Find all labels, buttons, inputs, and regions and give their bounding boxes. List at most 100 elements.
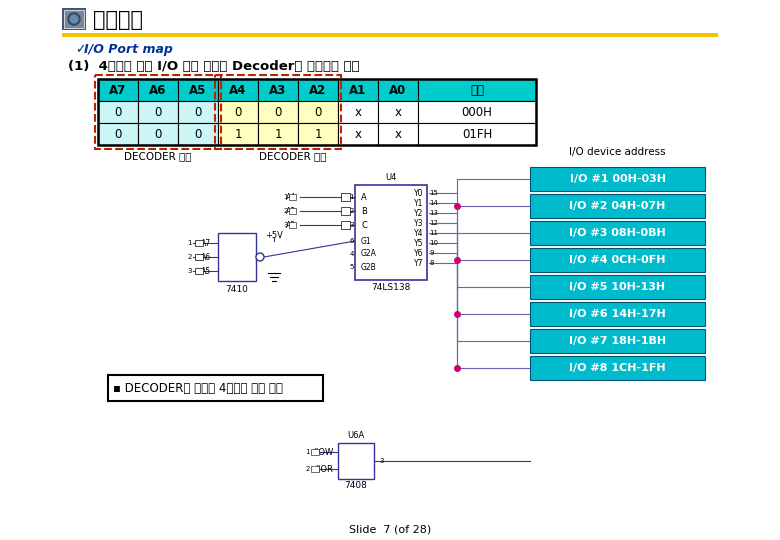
Bar <box>418 79 536 101</box>
Text: C: C <box>361 220 367 230</box>
Text: 0: 0 <box>154 127 161 140</box>
Text: Y7: Y7 <box>413 259 423 267</box>
Bar <box>195 254 203 260</box>
Bar <box>258 123 298 145</box>
Bar <box>355 185 427 280</box>
Circle shape <box>68 13 80 25</box>
Text: A6: A6 <box>149 84 167 97</box>
Text: 15: 15 <box>429 190 438 196</box>
Text: A5: A5 <box>190 84 207 97</box>
Text: 1: 1 <box>275 127 282 140</box>
Text: DECODER 입력: DECODER 입력 <box>259 151 327 161</box>
Bar <box>530 194 705 218</box>
Text: I/O #3 08H-0BH: I/O #3 08H-0BH <box>569 228 666 238</box>
Text: 74LS138: 74LS138 <box>371 284 411 293</box>
Text: x: x <box>395 127 402 140</box>
Text: G1: G1 <box>361 237 371 246</box>
Bar <box>138 79 178 101</box>
Bar <box>138 123 178 145</box>
Circle shape <box>256 253 264 261</box>
Bar <box>338 79 378 101</box>
Bar <box>311 449 319 455</box>
Text: A4: A4 <box>229 84 246 97</box>
Bar <box>195 240 203 246</box>
Text: x: x <box>354 105 361 118</box>
Bar <box>178 101 218 123</box>
Text: A: A <box>361 192 367 201</box>
Bar <box>64 10 84 28</box>
Text: x: x <box>395 105 402 118</box>
Text: 10: 10 <box>429 240 438 246</box>
Text: Y6: Y6 <box>413 248 423 258</box>
Text: A4: A4 <box>286 192 296 201</box>
Bar <box>338 123 378 145</box>
Bar <box>289 222 296 228</box>
Bar <box>289 194 296 200</box>
Text: 5: 5 <box>349 264 354 270</box>
Text: 2: 2 <box>188 254 192 260</box>
Bar <box>178 79 218 101</box>
Text: I/O Port map: I/O Port map <box>84 44 173 57</box>
Bar <box>530 221 705 245</box>
Text: /IOR: /IOR <box>315 464 333 474</box>
Bar <box>530 302 705 326</box>
Text: x: x <box>354 127 361 140</box>
Text: 0: 0 <box>314 105 321 118</box>
Text: 1: 1 <box>314 127 321 140</box>
Bar <box>530 329 705 353</box>
Bar <box>218 233 256 281</box>
Bar <box>378 101 418 123</box>
Text: Y5: Y5 <box>413 239 423 247</box>
Bar <box>378 79 418 101</box>
Text: 2: 2 <box>306 466 310 472</box>
Text: /IOW: /IOW <box>313 448 333 456</box>
Text: 1: 1 <box>349 194 354 200</box>
Text: 3: 3 <box>187 268 192 274</box>
Bar <box>98 79 536 145</box>
Bar <box>98 101 138 123</box>
Text: 3: 3 <box>379 458 384 464</box>
Bar <box>378 123 418 145</box>
Text: A2: A2 <box>286 220 296 230</box>
Text: G2A: G2A <box>361 249 377 259</box>
Text: I/O #8 1CH-1FH: I/O #8 1CH-1FH <box>569 363 666 373</box>
Bar <box>98 79 138 101</box>
Text: 0: 0 <box>194 105 202 118</box>
Text: ▪ DECODER를 이용한 4바이트 단위 분할: ▪ DECODER를 이용한 4바이트 단위 분할 <box>113 381 283 395</box>
Text: I/O #4 0CH-0FH: I/O #4 0CH-0FH <box>569 255 666 265</box>
Bar <box>418 123 536 145</box>
Bar <box>218 123 258 145</box>
Text: 1: 1 <box>187 240 192 246</box>
Text: A1: A1 <box>349 84 367 97</box>
Text: I/O #5 10H-13H: I/O #5 10H-13H <box>569 282 665 292</box>
Text: 0: 0 <box>154 105 161 118</box>
Text: 3: 3 <box>349 222 354 228</box>
Bar <box>530 248 705 272</box>
Text: I/O device address: I/O device address <box>569 147 666 157</box>
Text: I/O #6 14H-17H: I/O #6 14H-17H <box>569 309 666 319</box>
Bar <box>195 268 203 274</box>
Text: 0: 0 <box>194 127 202 140</box>
Text: A5: A5 <box>201 267 211 275</box>
Bar <box>258 101 298 123</box>
Text: A3: A3 <box>269 84 286 97</box>
Text: B: B <box>361 206 367 215</box>
Text: (1)  4바이트 단위 I/O 영역 분할을 Decoder로 설계하는 방법: (1) 4바이트 단위 I/O 영역 분할을 Decoder로 설계하는 방법 <box>68 59 360 72</box>
Text: 000H: 000H <box>462 105 492 118</box>
Text: I/O #7 18H-1BH: I/O #7 18H-1BH <box>569 336 666 346</box>
Text: A3: A3 <box>286 206 296 215</box>
Bar <box>338 443 374 479</box>
Text: ✓: ✓ <box>75 44 86 57</box>
Text: 9: 9 <box>429 250 434 256</box>
Text: Slide  7 (of 28): Slide 7 (of 28) <box>349 525 431 535</box>
Bar <box>289 208 296 214</box>
Bar <box>341 221 350 229</box>
Bar <box>338 101 378 123</box>
Text: 6: 6 <box>349 238 354 244</box>
Text: Y1: Y1 <box>413 199 423 207</box>
Text: 7410: 7410 <box>225 286 249 294</box>
Bar <box>341 207 350 215</box>
Text: 8: 8 <box>429 260 434 266</box>
Text: 7408: 7408 <box>345 482 367 490</box>
Text: 1: 1 <box>306 449 310 455</box>
